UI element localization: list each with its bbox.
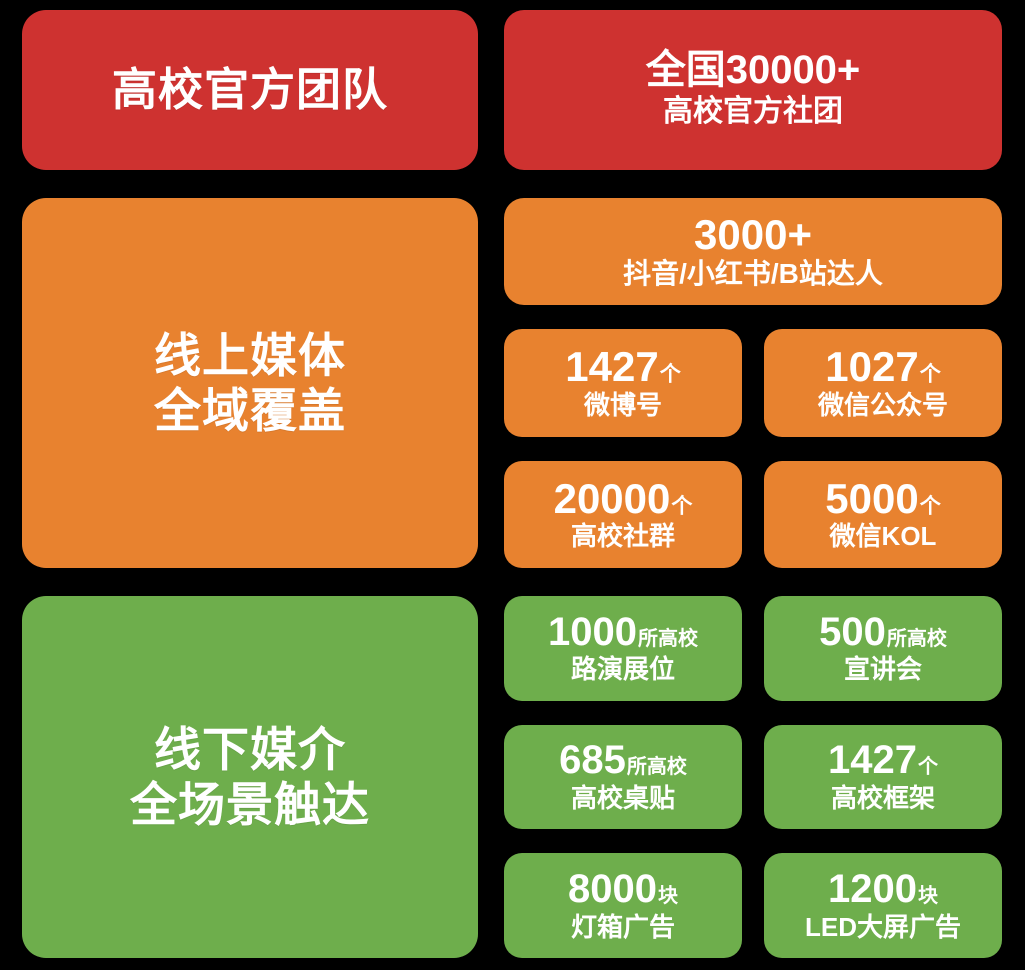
stat-caption: 高校框架 [830, 782, 935, 813]
stat-unit: 块 [917, 884, 938, 907]
section-offline-media: 线下媒介 全场景触达 1000 所高校 路演展位 500 所高校 宣讲会 [22, 596, 1002, 959]
stat-card-wechat-official-accounts[interactable]: 1027 个 微信公众号 [764, 329, 1002, 437]
stats-column-official-team: 全国30000+ 高校官方社团 [504, 10, 1002, 170]
stat-caption: 高校官方社团 [663, 95, 843, 129]
stats-column-online-media: 3000+ 抖音/小红书/B站达人 1427 个 微博号 1027 个 [504, 198, 1002, 568]
stat-card-official-clubs[interactable]: 全国30000+ 高校官方社团 [504, 10, 1002, 170]
stat-unit: 所高校 [886, 627, 947, 650]
stat-card-lightbox-ads[interactable]: 8000 块 灯箱广告 [504, 853, 742, 959]
stat-value: 1000 [548, 609, 637, 654]
stat-unit: 个 [919, 494, 941, 518]
stat-value: 500 [819, 609, 886, 654]
stat-primary: 1027 个 [825, 345, 940, 389]
section-label-card-online-media: 线上媒体 全域覆盖 [22, 198, 478, 568]
stat-row: 全国30000+ 高校官方社团 [504, 10, 1002, 170]
section-label-text: 线上媒体 全域覆盖 [154, 328, 346, 437]
stat-row: 8000 块 灯箱广告 1200 块 LED大屏广告 [504, 853, 1002, 959]
stat-value: 1427 [565, 343, 659, 391]
stat-caption: 高校社群 [570, 521, 675, 552]
stat-unit: 所高校 [637, 627, 698, 650]
section-label-text: 线下媒介 全场景触达 [130, 722, 370, 831]
stat-card-desk-stickers[interactable]: 685 所高校 高校桌贴 [504, 724, 742, 830]
stat-primary: 5000 个 [825, 474, 941, 522]
stat-primary: 20000 个 [553, 474, 693, 522]
stat-caption: 微信公众号 [817, 389, 948, 420]
stat-row: 20000 个 高校社群 5000 个 微信KOL [504, 460, 1002, 568]
stats-column-offline-media: 1000 所高校 路演展位 500 所高校 宣讲会 685 [504, 596, 1002, 959]
section-online-media: 线上媒体 全域覆盖 3000+ 抖音/小红书/B站达人 1427 个 微博号 [22, 198, 1002, 568]
stat-primary: 1200 块 [828, 866, 938, 911]
stat-value: 1427 [828, 738, 917, 783]
stat-row: 1000 所高校 路演展位 500 所高校 宣讲会 [504, 596, 1002, 701]
stat-unit: 个 [919, 363, 941, 387]
stat-primary: 1427 个 [565, 345, 680, 389]
stat-value: 20000 [553, 474, 671, 522]
stat-card-weibo-accounts[interactable]: 1427 个 微博号 [504, 329, 742, 437]
stat-row: 1427 个 微博号 1027 个 微信公众号 [504, 329, 1002, 437]
stat-value: 1200 [828, 866, 917, 911]
stat-row: 685 所高校 高校桌贴 1427 个 高校框架 [504, 724, 1002, 830]
stat-value: 3000+ [694, 210, 812, 258]
stat-primary: 8000 块 [568, 866, 678, 911]
stat-caption: 灯箱广告 [570, 911, 675, 942]
stat-primary: 1427 个 [828, 740, 938, 782]
stat-unit: 个 [659, 363, 681, 387]
stat-primary: 3000+ [694, 213, 812, 257]
section-label-text: 高校官方团队 [111, 64, 388, 116]
stat-unit: 所高校 [626, 756, 687, 779]
stat-caption: 微信KOL [829, 521, 937, 552]
stat-caption: LED大屏广告 [804, 911, 961, 942]
stat-value: 8000 [568, 866, 657, 911]
stat-primary: 全国30000+ [646, 50, 861, 92]
stat-caption: 路演展位 [570, 654, 675, 685]
stat-value: 1027 [825, 343, 919, 391]
stat-value: 685 [559, 738, 626, 783]
section-official-team: 高校官方团队 全国30000+ 高校官方社团 [22, 10, 1002, 170]
stat-card-info-sessions[interactable]: 500 所高校 宣讲会 [764, 596, 1002, 701]
stat-value: 5000 [825, 474, 919, 522]
stat-unit: 块 [657, 884, 678, 907]
stat-row: 3000+ 抖音/小红书/B站达人 [504, 198, 1002, 306]
stat-card-campus-groups[interactable]: 20000 个 高校社群 [504, 460, 742, 568]
stat-caption: 宣讲会 [843, 654, 922, 685]
stat-caption: 高校桌贴 [570, 782, 675, 813]
stat-card-campus-frames[interactable]: 1427 个 高校框架 [764, 724, 1002, 830]
stat-unit: 个 [671, 494, 693, 518]
stat-unit: 个 [917, 756, 938, 779]
stat-primary: 685 所高校 [559, 740, 687, 782]
stat-value: 全国30000+ [645, 48, 861, 93]
stat-card-wechat-kol[interactable]: 5000 个 微信KOL [764, 460, 1002, 568]
stat-card-led-screen-ads[interactable]: 1200 块 LED大屏广告 [764, 853, 1002, 959]
section-label-card-offline-media: 线下媒介 全场景触达 [22, 596, 478, 958]
section-label-card-official-team: 高校官方团队 [22, 10, 478, 170]
stat-caption: 微博号 [583, 389, 662, 420]
stat-caption: 抖音/小红书/B站达人 [623, 258, 883, 290]
stat-primary: 500 所高校 [819, 609, 947, 654]
stat-primary: 1000 所高校 [548, 609, 698, 654]
stat-card-kol-creators[interactable]: 3000+ 抖音/小红书/B站达人 [504, 198, 1002, 306]
stat-card-roadshow-booths[interactable]: 1000 所高校 路演展位 [504, 596, 742, 701]
